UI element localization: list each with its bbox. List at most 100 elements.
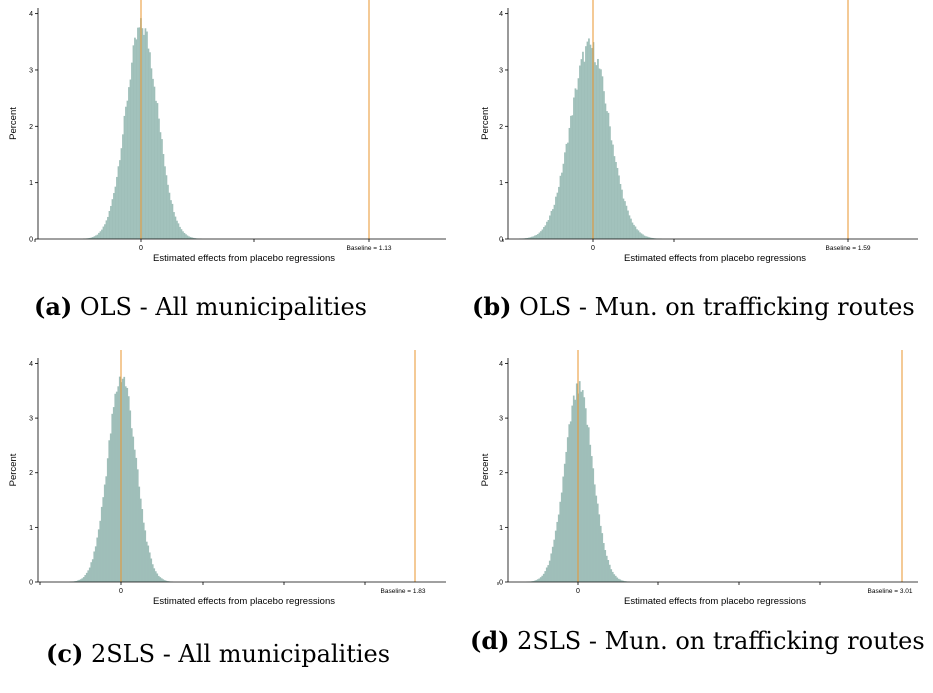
histogram-bar	[536, 579, 539, 582]
y-tick-label: 3	[499, 416, 503, 423]
histogram-bar	[577, 78, 580, 240]
histogram-bar	[546, 221, 548, 239]
histogram-bar	[553, 204, 556, 239]
histogram-bar	[559, 501, 562, 582]
histogram-bar	[637, 230, 640, 239]
histogram-bar	[110, 205, 112, 239]
histogram-bar	[191, 237, 193, 239]
histogram-bar	[545, 567, 548, 582]
histogram-bar	[551, 546, 554, 582]
histogram-bar	[616, 577, 619, 582]
histogram-bar	[177, 223, 180, 239]
histogram-bar	[122, 134, 124, 239]
histogram-bar	[549, 215, 551, 239]
histogram-bar	[526, 237, 529, 239]
histogram-bar	[528, 237, 530, 239]
histogram-bar	[532, 236, 535, 239]
histogram-bar	[144, 530, 147, 582]
histogram-bar	[634, 226, 637, 239]
histogram-bar	[158, 118, 160, 239]
y-axis-label: Percent	[480, 107, 491, 140]
histogram-bar	[104, 224, 106, 239]
histogram-bar	[182, 231, 184, 239]
histogram-bar	[103, 484, 106, 582]
histogram-bar	[129, 79, 132, 239]
histogram-bar	[589, 444, 592, 582]
histogram-bar	[131, 62, 133, 239]
histogram-bar	[78, 579, 81, 582]
histogram-bar	[550, 553, 553, 582]
histogram-bar	[575, 383, 578, 582]
histogram-bar	[151, 564, 154, 582]
histogram-bar	[619, 579, 622, 582]
histogram-bar	[529, 237, 532, 239]
y-tick-label: 0	[499, 237, 503, 244]
chart-c: 0 1 2 3 4 0 Baseline = 1.83 Estimated effects f…	[8, 350, 446, 607]
histogram-bar	[93, 551, 96, 582]
histogram-bar	[552, 209, 554, 239]
histogram-bar	[554, 530, 557, 582]
histogram-bar	[162, 154, 165, 239]
histogram-bar	[649, 237, 652, 239]
histogram-bar	[544, 571, 547, 582]
histogram-bar	[574, 88, 577, 240]
histogram-bar	[569, 421, 572, 582]
panel-d: 0 1 2 3 4 0 Baseline = 3.01 Estimated effects f…	[472, 350, 933, 620]
histogram-bar	[75, 581, 78, 582]
histogram-bar	[596, 503, 599, 582]
y-tick-label: 4	[499, 361, 503, 368]
histogram-bar	[96, 234, 99, 239]
histogram-bar	[150, 558, 153, 582]
x-axis-label: Estimated effects from placebo regressio…	[153, 596, 335, 607]
y-tick-label: 0	[499, 580, 503, 587]
histogram-bar	[610, 140, 613, 239]
histogram-bar	[560, 492, 563, 582]
histogram-bar	[117, 386, 120, 582]
histogram-bar	[621, 189, 623, 239]
caption-d: (d) 2SLS - Mun. on trafficking routes	[470, 626, 930, 656]
histogram-bar	[533, 580, 536, 582]
histogram-bar	[97, 529, 100, 582]
panel-b: 0 1 2 3 4 0 Baseline = 1.59 Estimated effects f…	[472, 0, 933, 270]
histogram-bar	[590, 456, 593, 582]
histogram-bar	[603, 91, 605, 239]
histogram-bar	[553, 539, 556, 582]
histogram-bar	[622, 580, 625, 582]
histogram-bar	[628, 215, 631, 239]
histogram-bar	[531, 236, 533, 239]
histogram-bar	[612, 144, 614, 239]
histogram-bar	[108, 211, 111, 239]
histogram-bar	[568, 424, 571, 582]
histogram-bar	[557, 514, 560, 582]
y-tick-label: 3	[499, 67, 503, 74]
histogram-bar	[561, 172, 563, 239]
y-axis-label: Percent	[8, 107, 19, 140]
histogram-bar	[128, 87, 130, 239]
histogram-bar	[183, 232, 186, 239]
histogram-bar	[580, 391, 583, 582]
histogram-bar	[129, 410, 132, 582]
histogram-bar	[619, 183, 622, 239]
panel-c: 0 1 2 3 4 0 Baseline = 1.83 Estimated effects f…	[0, 350, 460, 620]
histogram-bar	[558, 186, 560, 239]
histogram-bar	[550, 210, 553, 239]
histogram-bar	[143, 34, 145, 240]
histogram-bar	[137, 27, 139, 240]
histogram-bar	[115, 391, 118, 582]
histogram-bar	[186, 235, 189, 239]
histogram-bar	[119, 160, 121, 239]
histogram-bar	[141, 28, 144, 240]
caption-b-letter: (b)	[472, 292, 512, 321]
y-tick-label: 4	[29, 11, 33, 18]
histogram-bar	[566, 437, 569, 582]
histogram-bar	[574, 399, 577, 582]
histogram-bar	[125, 106, 127, 239]
histogram-bar	[93, 236, 96, 239]
histogram-bar	[565, 451, 568, 582]
histogram-bar	[152, 78, 154, 240]
histogram-bar	[620, 580, 623, 582]
histogram-bar	[133, 449, 136, 582]
histogram-bars	[83, 18, 202, 240]
histogram-bar	[613, 574, 616, 582]
y-axis-label: Percent	[480, 453, 491, 486]
